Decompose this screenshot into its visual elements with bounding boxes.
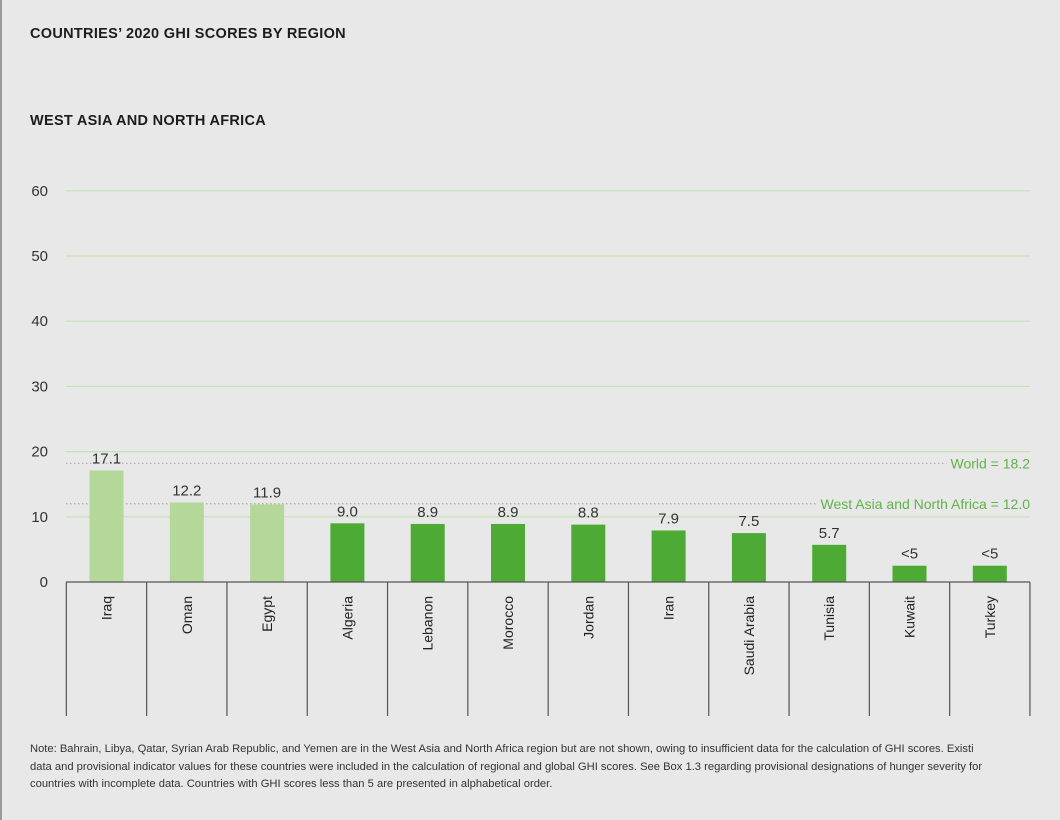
footnote-line-2: data and provisional indicator values fo… bbox=[30, 760, 983, 773]
category-label: Iraq bbox=[99, 596, 115, 620]
category-label: Saudi Arabia bbox=[741, 596, 757, 676]
y-axis-ticks: 0 10 20 30 40 50 60 bbox=[31, 183, 48, 591]
category-label: Oman bbox=[179, 596, 195, 634]
bar-lebanon bbox=[410, 523, 445, 582]
bar-tunisia bbox=[812, 544, 847, 582]
category-label: Lebanon bbox=[420, 596, 436, 651]
footnote-line-1: Note: Bahrain, Libya, Qatar, Syrian Arab… bbox=[30, 743, 974, 755]
value-label: 12.2 bbox=[172, 482, 201, 499]
y-tick-label: 10 bbox=[31, 509, 48, 526]
value-label: 8.9 bbox=[498, 504, 519, 521]
bar-chart: 0 10 20 30 40 50 60 World = 18.2 West Asia and … bbox=[31, 183, 1031, 716]
bars bbox=[89, 470, 1007, 582]
value-label: 11.9 bbox=[253, 484, 281, 501]
value-label: 8.8 bbox=[578, 505, 599, 522]
value-label: <5 bbox=[901, 546, 918, 563]
chart-title: COUNTRIES’ 2020 GHI SCORES BY REGION bbox=[30, 26, 346, 42]
bar-jordan bbox=[571, 524, 606, 582]
bar-egypt bbox=[250, 504, 285, 582]
bar-algeria bbox=[330, 523, 365, 582]
value-label: 7.9 bbox=[658, 510, 679, 527]
page-edge bbox=[0, 0, 2, 820]
value-labels: 17.1 12.2 11.9 9.0 8.9 8.9 8.8 7.9 7.5 5.7 <5 <5 bbox=[92, 451, 998, 563]
y-tick-label: 0 bbox=[40, 574, 48, 591]
category-axis: Iraq Oman Egypt Algeria Lebanon Morocco Jordan… bbox=[65, 581, 1031, 716]
reference-lines: World = 18.2 West Asia and North Africa =… bbox=[66, 455, 1031, 512]
category-label: Algeria bbox=[339, 596, 355, 640]
bar-saudi-arabia bbox=[731, 533, 766, 582]
value-label: 9.0 bbox=[337, 503, 358, 520]
category-label: Kuwait bbox=[902, 596, 918, 638]
bar-oman bbox=[169, 502, 204, 582]
reference-line-label: West Asia and North Africa = 12.0 bbox=[821, 496, 1031, 512]
category-label: Egypt bbox=[259, 596, 275, 632]
y-tick-label: 50 bbox=[31, 248, 48, 265]
category-label: Morocco bbox=[500, 596, 516, 650]
bar-iran bbox=[651, 530, 686, 582]
y-tick-label: 30 bbox=[31, 378, 48, 395]
region-subtitle: WEST ASIA AND NORTH AFRICA bbox=[30, 113, 267, 129]
bar-turkey bbox=[972, 565, 1007, 582]
value-label: 7.5 bbox=[738, 513, 759, 530]
footnote: Note: Bahrain, Libya, Qatar, Syrian Arab… bbox=[30, 741, 1060, 794]
value-label: 5.7 bbox=[819, 525, 840, 542]
category-label: Turkey bbox=[982, 596, 998, 638]
footnote-line-3: countries with incomplete data. Countrie… bbox=[30, 778, 553, 790]
y-tick-label: 40 bbox=[31, 313, 48, 330]
y-tick-label: 60 bbox=[31, 183, 48, 200]
bar-iraq bbox=[89, 470, 124, 582]
gridlines bbox=[66, 190, 1030, 518]
category-label: Tunisia bbox=[821, 596, 837, 641]
bar-kuwait bbox=[892, 565, 927, 582]
value-label: 17.1 bbox=[92, 451, 121, 468]
bar-morocco bbox=[491, 523, 525, 582]
reference-line-label: World = 18.2 bbox=[950, 455, 1030, 471]
category-label: Iran bbox=[661, 596, 677, 620]
value-label: <5 bbox=[981, 546, 998, 563]
category-label: Jordan bbox=[580, 596, 596, 639]
y-tick-label: 20 bbox=[31, 444, 48, 461]
value-label: 8.9 bbox=[417, 504, 438, 521]
